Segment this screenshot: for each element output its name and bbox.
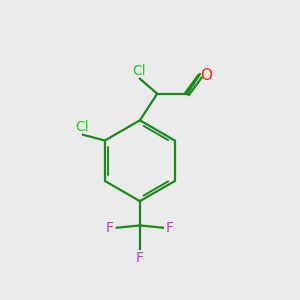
Text: F: F <box>106 221 114 235</box>
Text: F: F <box>166 221 174 235</box>
Text: F: F <box>136 251 144 265</box>
Text: Cl: Cl <box>75 120 88 134</box>
Text: O: O <box>200 68 212 83</box>
Text: Cl: Cl <box>132 64 146 78</box>
